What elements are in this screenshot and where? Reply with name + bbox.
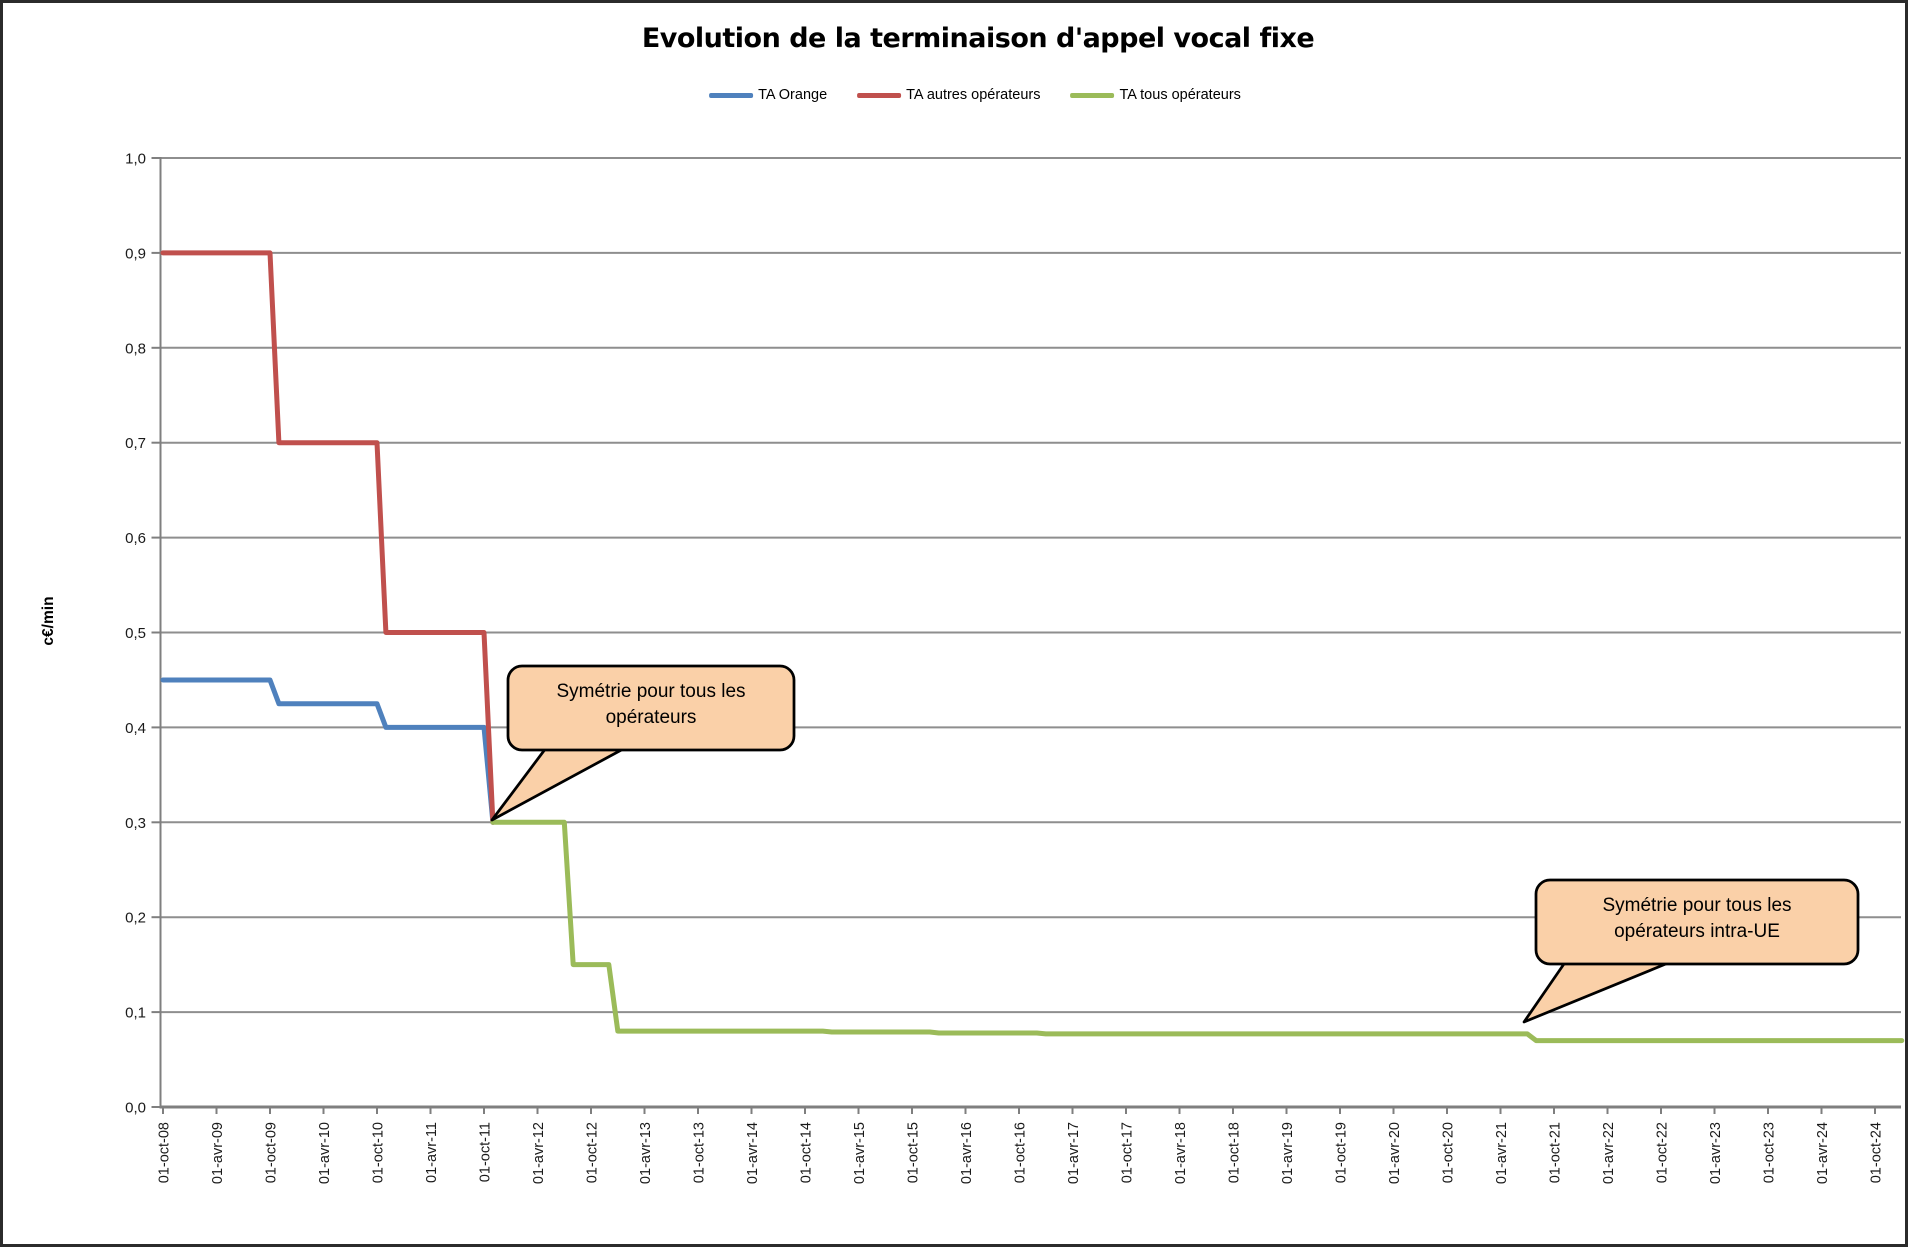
line-chart: 0,0 0,1 0,2 0,3 0,4 0,5 0,6 0,7 0,8 0,9 1,0 01-oct-… (40, 151, 1905, 1184)
callout-tail-operateurs (490, 746, 627, 822)
x-tick-label: 01-avr-18 (1173, 1122, 1189, 1184)
x-tick-label: 01-oct-14 (799, 1122, 815, 1183)
legend-label-ta-orange: TA Orange (758, 87, 828, 103)
y-tick-label: 0,4 (125, 720, 146, 737)
x-tick-label: 01-oct-10 (371, 1122, 387, 1183)
series-line-ta-tous-operateurs (490, 819, 1905, 1044)
y-tick-label: 0,3 (125, 815, 146, 832)
legend-swatch-ta-tous-operateurs (1070, 92, 1115, 98)
y-tick-label: 1,0 (125, 151, 146, 168)
y-tick-label: 0,8 (125, 340, 146, 357)
x-tick-label: 01-avr-15 (852, 1122, 868, 1184)
y-tick-label: 0,0 (125, 1100, 146, 1117)
x-tick-label: 01-avr-23 (1708, 1122, 1724, 1184)
legend-label-ta-autres-operateurs: TA autres opérateurs (906, 87, 1041, 103)
x-tick-label: 01-oct-11 (478, 1122, 494, 1182)
x-tick-label: 01-oct-13 (692, 1122, 708, 1183)
legend-swatch-ta-autres-operateurs (857, 92, 902, 98)
x-tick-label: 01-avr-19 (1280, 1122, 1296, 1184)
x-tick-label: 01-avr-17 (1066, 1122, 1082, 1184)
legend: TA Orange TA autres opérateurs TA tous o… (709, 87, 1241, 103)
x-tick-label: 01-oct-15 (906, 1122, 922, 1183)
x-tick-label: 01-oct-08 (157, 1122, 173, 1183)
x-tick-label: 01-oct-19 (1334, 1122, 1350, 1183)
callout-box-operateurs (506, 664, 796, 752)
x-tick-label: 01-avr-11 (424, 1122, 440, 1183)
y-tick-label: 0,7 (125, 435, 146, 452)
y-tick-label: 0,1 (125, 1005, 146, 1022)
y-tick-label: 0,9 (125, 245, 146, 262)
legend-item-ta-autres-operateurs: TA autres opérateurs (857, 87, 1040, 103)
y-tick-label: 0,2 (125, 910, 146, 927)
series-line-ta-autres-operateurs (160, 250, 496, 825)
x-tick-label: 01-oct-18 (1227, 1122, 1243, 1183)
y-tick-label: 0,6 (125, 530, 146, 547)
x-tick-label: 01-oct-09 (264, 1122, 280, 1183)
legend-label-ta-tous-operateurs: TA tous opérateurs (1119, 87, 1241, 103)
y-axis-title: c€/min (40, 596, 57, 645)
x-tick-label: 01-oct-22 (1655, 1122, 1671, 1183)
legend-item-ta-orange: TA Orange (709, 87, 827, 103)
callout-text-operateurs: opérateurs (606, 707, 697, 728)
legend-swatch-ta-orange (709, 92, 754, 98)
x-tick-label: 01-oct-12 (585, 1122, 601, 1183)
chart-title: Evolution de la terminaison d'appel voca… (641, 23, 1315, 54)
x-tick-label: 01-avr-12 (531, 1122, 547, 1184)
callout-text-operateurs-intra-ue: Symétrie pour tous les (1602, 895, 1791, 916)
callout-text-operateurs: Symétrie pour tous les (556, 681, 745, 702)
x-tick-label: 01-oct-17 (1120, 1122, 1136, 1183)
x-tick-label: 01-avr-10 (317, 1122, 333, 1184)
x-tick-label: 01-oct-20 (1441, 1122, 1457, 1183)
series-line-ta-orange (160, 677, 496, 825)
x-tick-label: 01-avr-20 (1387, 1122, 1403, 1184)
x-tick-label: 01-avr-09 (210, 1122, 226, 1184)
x-tick-label: 01-avr-16 (959, 1122, 975, 1184)
x-tick-label: 01-avr-22 (1601, 1122, 1617, 1184)
x-tick-label: 01-avr-21 (1494, 1122, 1510, 1184)
x-tick-label: 01-avr-13 (638, 1122, 654, 1184)
x-tick-label: 01-oct-21 (1548, 1122, 1564, 1183)
legend-item-ta-tous-operateurs: TA tous opérateurs (1070, 87, 1241, 103)
x-tick-label: 01-avr-14 (745, 1122, 761, 1184)
y-tick-label: 0,5 (125, 625, 146, 642)
x-tick-label: 01-avr-24 (1815, 1122, 1831, 1184)
callout-box-operateurs-intra-ue (1534, 878, 1860, 966)
x-tick-label: 01-oct-16 (1013, 1122, 1029, 1183)
x-tick-label: 01-oct-23 (1762, 1122, 1778, 1183)
callout-text-operateurs-intra-ue: opérateurs intra-UE (1614, 921, 1780, 942)
x-tick-label: 01-oct-24 (1869, 1122, 1885, 1183)
